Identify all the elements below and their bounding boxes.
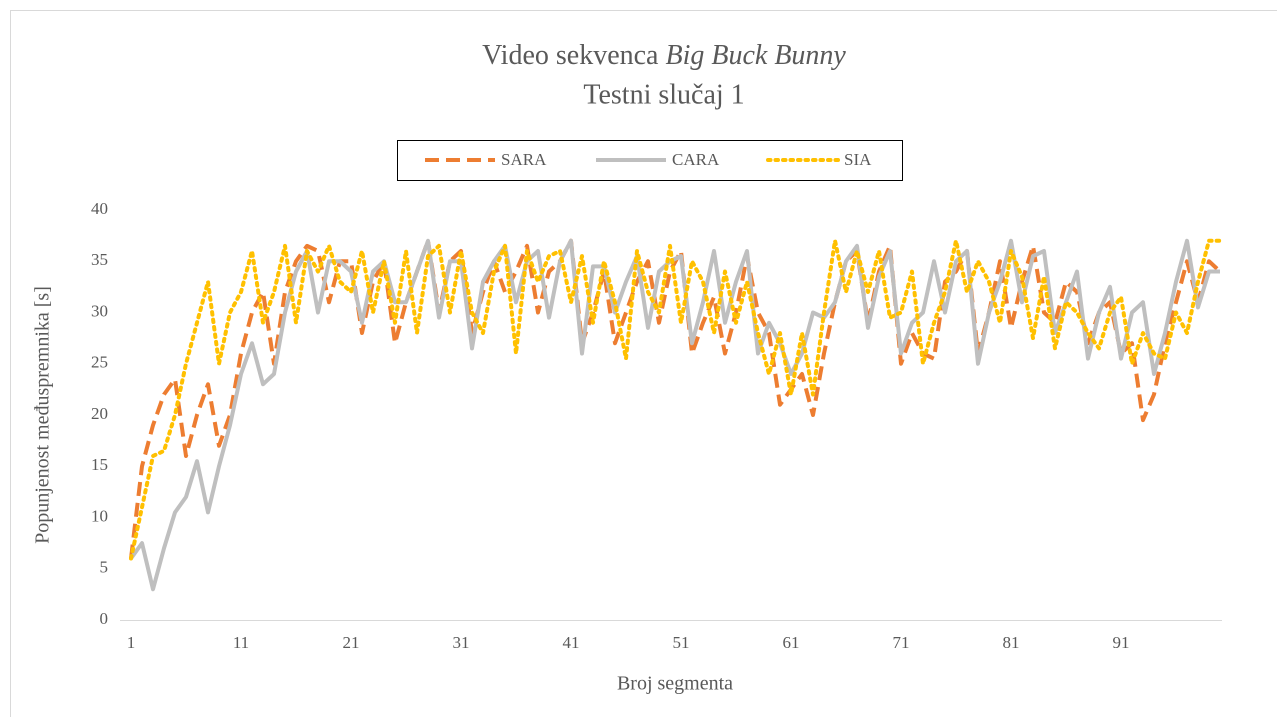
y-tick-label: 10 [91,506,108,525]
x-tick-label: 51 [673,633,690,652]
y-tick-label: 40 [91,199,108,218]
legend-label: SARA [501,150,547,169]
y-tick-label: 35 [91,250,108,269]
legend-label: CARA [672,150,720,169]
chart-subtitle: Testni slučaj 1 [583,79,744,110]
title-part: Video sekvenca [482,40,659,71]
title-part: Big Buck Bunny [665,40,846,71]
x-tick-label: 81 [1003,633,1020,652]
x-tick-label: 71 [893,633,910,652]
x-axis-label: Broj segmenta [617,673,733,695]
y-tick-label: 25 [91,353,108,372]
chart-title: Video sekvenca Big Buck Bunny [482,40,846,71]
series-line [131,241,1220,559]
y-tick-label: 15 [91,455,108,474]
x-tick-label: 61 [783,633,800,652]
y-tick-label: 30 [91,301,108,320]
x-tick-label: 31 [453,633,470,652]
x-tick-label: 11 [233,633,249,652]
legend-label: SIA [844,150,872,169]
y-tick-label: 20 [91,404,108,423]
y-tick-label: 0 [100,609,109,628]
chart-frame [11,11,1277,718]
x-tick-label: 41 [563,633,580,652]
x-tick-label: 91 [1113,633,1130,652]
x-tick-label: 1 [127,633,136,652]
x-tick-label: 21 [343,633,360,652]
y-tick-label: 5 [100,558,109,577]
y-axis-label: Popunjenost međuspremnika [s] [32,286,54,544]
